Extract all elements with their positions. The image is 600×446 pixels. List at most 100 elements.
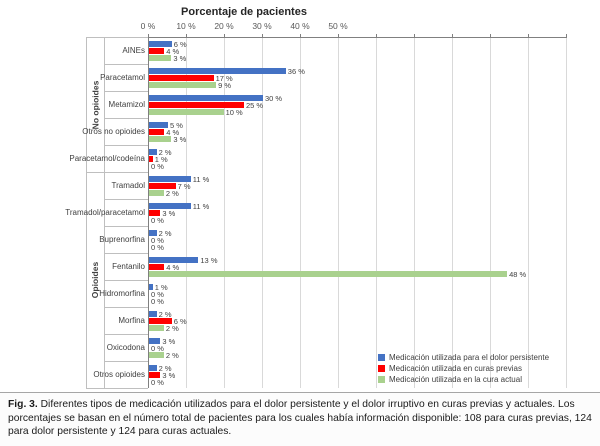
legend-series-label: Medicación utilizada en curas previas (389, 364, 522, 373)
category-separator (104, 118, 148, 119)
bar (149, 48, 165, 54)
category-label: Otros opioides (93, 370, 145, 379)
bar-value-label: 17 % (215, 74, 233, 83)
bar (149, 372, 161, 378)
category-separator (104, 307, 148, 308)
x-tick-label: 0 % (140, 21, 156, 31)
category-label: Paracetamol/codeína (69, 154, 145, 163)
bar (149, 311, 157, 317)
group-separator (86, 388, 148, 389)
bar-value-label: 3 % (162, 371, 176, 380)
x-tick-label: 30 % (252, 21, 272, 31)
gridline (566, 37, 567, 388)
category-label: Tramadol (111, 181, 146, 190)
bar-value-label: 9 % (218, 81, 232, 90)
axis-tick-mark (490, 34, 491, 37)
bar-value-label: 0 % (151, 290, 164, 299)
bar-value-label: 0 % (151, 236, 164, 245)
bar-value-label: 48 % (509, 270, 527, 279)
figure-caption-text: Diferentes tipos de medicación utilizado… (8, 399, 592, 438)
bar-value-label: 6 % (173, 317, 187, 326)
bar-value-label: 4 % (166, 263, 180, 272)
bar-value-label: 0 % (151, 297, 164, 306)
legend-swatch-icon (378, 376, 385, 383)
bar-value-label: 30 % (265, 94, 283, 103)
category-separator (104, 226, 148, 227)
bar (149, 102, 244, 108)
axis-tick-mark (414, 34, 415, 37)
chart-title: Porcentaje de pacientes (181, 6, 307, 18)
bar (149, 271, 508, 277)
bar (149, 75, 214, 81)
legend-swatch-icon (378, 365, 385, 372)
gridline (414, 37, 415, 388)
x-tick-label: 10 % (176, 21, 196, 31)
figure-caption: Fig. 3. Diferentes tipos de medicación u… (0, 392, 600, 446)
bar-value-label: 1 % (154, 155, 168, 164)
bar (149, 136, 172, 142)
bar-value-label: 0 % (151, 243, 164, 252)
bar-value-label: 3 % (162, 209, 176, 218)
category-separator (104, 91, 148, 92)
bar-value-label: 2 % (158, 148, 172, 157)
bar-value-label: 2 % (165, 189, 179, 198)
bar-value-label: 5 % (170, 121, 183, 130)
bar (149, 190, 164, 196)
category-label: Buprenorfina (99, 235, 145, 244)
bar-value-label: 2 % (158, 229, 172, 238)
x-tick-label: 40 % (290, 21, 310, 31)
bar (149, 264, 165, 270)
bar-value-label: 7 % (177, 182, 191, 191)
group-label-text: No opioides (90, 80, 101, 129)
bar-value-label: 0 % (151, 378, 164, 387)
bar-value-label: 11 % (192, 175, 210, 184)
bar (149, 55, 172, 61)
legend: Medicación utilizada para el dolor persi… (378, 352, 549, 385)
legend-series-label: Medicación utilizada en la cura actual (389, 375, 522, 384)
bar (149, 109, 224, 115)
bar (149, 365, 157, 371)
category-label: Oxicodona (106, 343, 145, 352)
x-tick-label: 50 % (328, 21, 348, 31)
gridline (376, 37, 377, 388)
group-label: No opioides (86, 37, 104, 172)
legend-item: Medicación utilizada para el dolor persi… (378, 352, 549, 363)
bar (149, 325, 164, 331)
value-axis-line (148, 37, 567, 38)
bar (149, 129, 165, 135)
group-separator (86, 37, 148, 38)
gridline (300, 37, 301, 388)
axis-tick-mark (300, 34, 301, 37)
category-separator (104, 253, 148, 254)
bar-value-label: 2 % (165, 324, 179, 333)
axis-tick-mark (452, 34, 453, 37)
bar-value-label: 2 % (158, 310, 172, 319)
bar-value-label: 11 % (192, 202, 210, 211)
gridline (262, 37, 263, 388)
axis-tick-mark (338, 34, 339, 37)
bar-value-label: 6 % (173, 40, 187, 49)
bar (149, 82, 217, 88)
gridline (452, 37, 453, 388)
legend-swatch-icon (378, 354, 385, 361)
bar-value-label: 3 % (162, 337, 176, 346)
category-label: Fentanilo (112, 262, 145, 271)
bar-value-label: 4 % (166, 128, 180, 137)
bar-value-label: 25 % (246, 101, 264, 110)
bar-value-label: 10 % (225, 108, 243, 117)
bar (149, 257, 199, 263)
bar (149, 203, 191, 209)
bar (149, 284, 153, 290)
bar (149, 352, 164, 358)
bar (149, 318, 172, 324)
bar (149, 149, 157, 155)
bar (149, 122, 168, 128)
category-label: Otros no opioides (82, 127, 145, 136)
bar-value-label: 4 % (166, 47, 180, 56)
axis-tick-mark (528, 34, 529, 37)
bar-value-label: 3 % (173, 135, 187, 144)
figure-caption-label: Fig. 3. (8, 399, 38, 410)
category-separator (104, 199, 148, 200)
bar-value-label: 13 % (200, 256, 218, 265)
